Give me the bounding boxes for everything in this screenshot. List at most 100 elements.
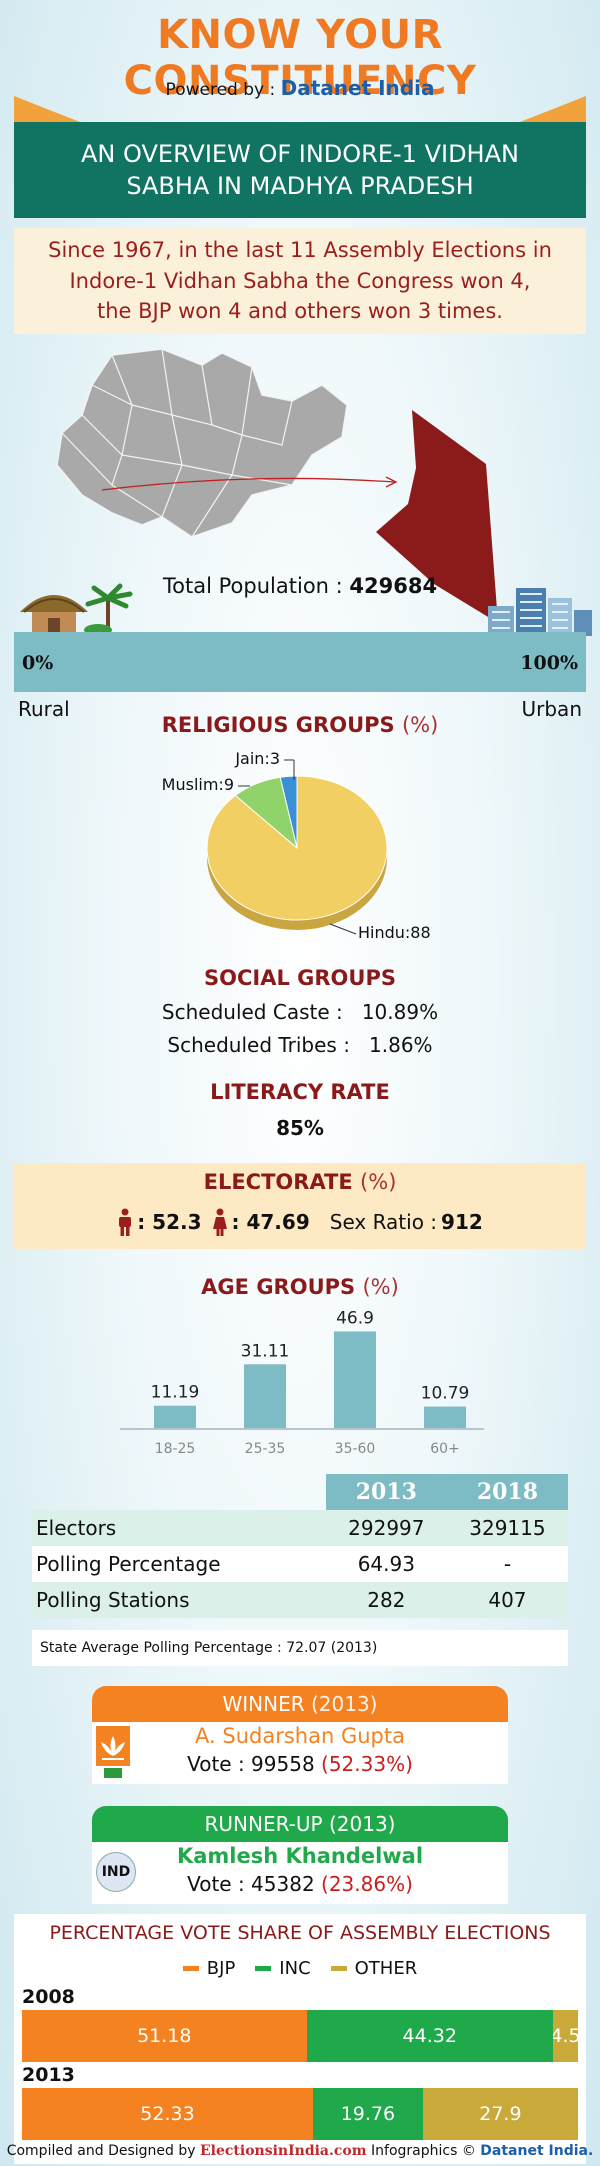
age-category-label: 18-25 (155, 1441, 196, 1457)
age-category-label: 60+ (430, 1441, 460, 1457)
male-icon (119, 1208, 132, 1236)
legend-swatch-inc (255, 1966, 272, 1971)
age-bar-25-35 (244, 1364, 286, 1429)
independent-badge-icon: IND (96, 1852, 136, 1892)
election-stats-table: 2013 2018 Electors 292997 329115 Polling… (32, 1474, 568, 1618)
polling-stations-2013: 282 (325, 1582, 447, 1618)
age-bar-60+ (424, 1406, 466, 1429)
rural-label: Rural (18, 697, 70, 721)
table-row: Electors 292997 329115 (32, 1510, 568, 1546)
age-groups-title: AGE GROUPS (201, 1275, 356, 1299)
bar-2008-other: 4.5 (552, 2010, 578, 2062)
polling-percentage-2018: - (446, 1546, 568, 1582)
winner-heading: WINNER (2013) (92, 1686, 508, 1722)
vote-year-2013: 2013 (22, 2064, 75, 2086)
runner-up-year: (2013) (328, 1812, 396, 1836)
overview-banner: AN OVERVIEW OF INDORE-1 VIDHAN SABHA IN … (14, 122, 586, 218)
summary-line-2: Indore-1 Vidhan Sabha the Congress won 4… (69, 268, 531, 293)
electors-2013: 292997 (325, 1510, 447, 1546)
winner-vote-count: Vote : 99558 (187, 1752, 322, 1776)
sex-ratio-value: 912 (441, 1210, 483, 1234)
age-bars: 11.19 18-25 31.11 25-35 46.9 35-60 10.79 60+ (151, 1308, 470, 1457)
electorate-title: ELECTORATE (203, 1170, 353, 1194)
year-header-2018: 2018 (446, 1474, 568, 1510)
religious-groups-title: RELIGIOUS GROUPS (161, 713, 395, 737)
legend-label-other: OTHER (354, 1958, 418, 1979)
footer-credits: Compiled and Designed by ElectionsinIndi… (0, 2143, 600, 2159)
runner-up-vote: Vote : 45382 (23.86%) (92, 1872, 508, 1896)
age-value-label: 10.79 (421, 1384, 470, 1404)
table-header-row: 2013 2018 (32, 1474, 568, 1510)
age-bar-35-60 (334, 1331, 376, 1429)
runner-up-name: Kamlesh Khandelwal (176, 1844, 424, 1868)
urban-percent: 100% (520, 652, 578, 674)
literacy-heading: LITERACY RATE (210, 1080, 390, 1104)
runner-up-heading: RUNNER-UP (2013) (92, 1806, 508, 1842)
winner-vote: Vote : 99558 (52.33%) (92, 1752, 508, 1776)
religious-groups-pie-chart: Jain:3 Muslim:9 Hindu:88 (162, 749, 431, 942)
age-bar-18-25 (154, 1405, 196, 1429)
age-value-label: 46.9 (336, 1308, 374, 1328)
runner-up-vote-percent: (23.86%) (321, 1872, 413, 1896)
vote-share-heading: PERCENTAGE VOTE SHARE OF ASSEMBLY ELECTI… (49, 1922, 551, 1944)
datanet-brand-link[interactable]: Datanet India (280, 76, 435, 100)
polling-percentage-2013: 64.93 (325, 1546, 447, 1582)
sex-ratio-label: Sex Ratio : (329, 1210, 438, 1234)
summary-line-1: Since 1967, in the last 11 Assembly Elec… (48, 238, 552, 263)
pie-slice-hindu (206, 775, 388, 921)
table-header-blank (32, 1474, 326, 1510)
bar-2008-bjp: 51.18 (22, 2010, 307, 2062)
row-label-polling-percentage: Polling Percentage (32, 1546, 326, 1582)
rural-percent: 0% (22, 652, 54, 674)
winner-title: WINNER (222, 1692, 305, 1716)
ribbon-left-decoration (14, 96, 80, 122)
electionsinindia-link[interactable]: ElectionsinIndia.com (200, 2143, 367, 2159)
electorate-panel (14, 1163, 586, 1249)
religious-groups-heading: RELIGIOUS GROUPS (%) (0, 713, 600, 737)
population-value: 429684 (349, 574, 438, 598)
vote-year-2008: 2008 (22, 1986, 75, 2008)
bar-2013-other: 27.9 (422, 2088, 578, 2140)
electorate-gender-row: : 52.3 : 47.69 Sex Ratio : 912 (0, 1208, 600, 1236)
literacy-value: 85% (276, 1116, 324, 1140)
legend-item-bjp: BJP (182, 1958, 236, 1979)
age-value-label: 31.11 (241, 1341, 290, 1361)
total-population: Total Population : 429684 (0, 574, 600, 598)
age-category-label: 25-35 (245, 1441, 286, 1457)
table-row: Polling Percentage 64.93 - (32, 1546, 568, 1582)
page-title: KNOW YOUR CONSTITUENCY (123, 12, 477, 104)
electorate-heading: ELECTORATE (%) (0, 1170, 600, 1194)
electors-2018: 329115 (446, 1510, 568, 1546)
legend-swatch-other (330, 1966, 347, 1971)
age-groups-unit: (%) (362, 1275, 399, 1299)
pie-label-hindu: Hindu:88 (358, 923, 431, 942)
age-groups-bar-chart: 11.19 18-25 31.11 25-35 46.9 35-60 10.79 60+ (120, 1308, 484, 1457)
row-label-polling-stations: Polling Stations (32, 1582, 326, 1618)
male-percent: : 52.3 (137, 1210, 202, 1234)
legend-label-bjp: BJP (206, 1958, 236, 1979)
state-average-note: State Average Polling Percentage : 72.07… (32, 1630, 568, 1666)
winner-name: A. Sudarshan Gupta (195, 1724, 405, 1748)
bar-2008-inc: 44.32 (306, 2010, 553, 2062)
urban-city-icon (488, 588, 592, 636)
vote-share-bar-2013: 52.33 19.76 27.9 (22, 2088, 578, 2140)
legend-item-inc: INC (255, 1958, 311, 1979)
runner-up-title: RUNNER-UP (204, 1812, 323, 1836)
datanet-footer-link[interactable]: Datanet India. (480, 2143, 594, 2159)
footer-middle: Infographics © (366, 2143, 481, 2159)
state-map-icon (56, 348, 348, 538)
electorate-unit: (%) (360, 1170, 397, 1194)
pie-label-jain: Jain:3 (234, 749, 280, 768)
lotus-icon (96, 1726, 130, 1778)
urban-label: Urban (521, 697, 583, 721)
banner-line-1: AN OVERVIEW OF INDORE-1 VIDHAN (81, 139, 519, 168)
scheduled-tribes-row: Scheduled Tribes : 1.86% (167, 1033, 433, 1057)
winner-year: (2013) (310, 1692, 378, 1716)
election-summary: Since 1967, in the last 11 Assembly Elec… (14, 228, 586, 334)
age-category-label: 35-60 (335, 1441, 376, 1457)
female-icon (212, 1208, 227, 1236)
winner-panel (92, 1722, 508, 1784)
runner-up-panel (92, 1842, 508, 1904)
female-percent: : 47.69 (231, 1210, 310, 1234)
rural-hut-icon (20, 583, 133, 636)
